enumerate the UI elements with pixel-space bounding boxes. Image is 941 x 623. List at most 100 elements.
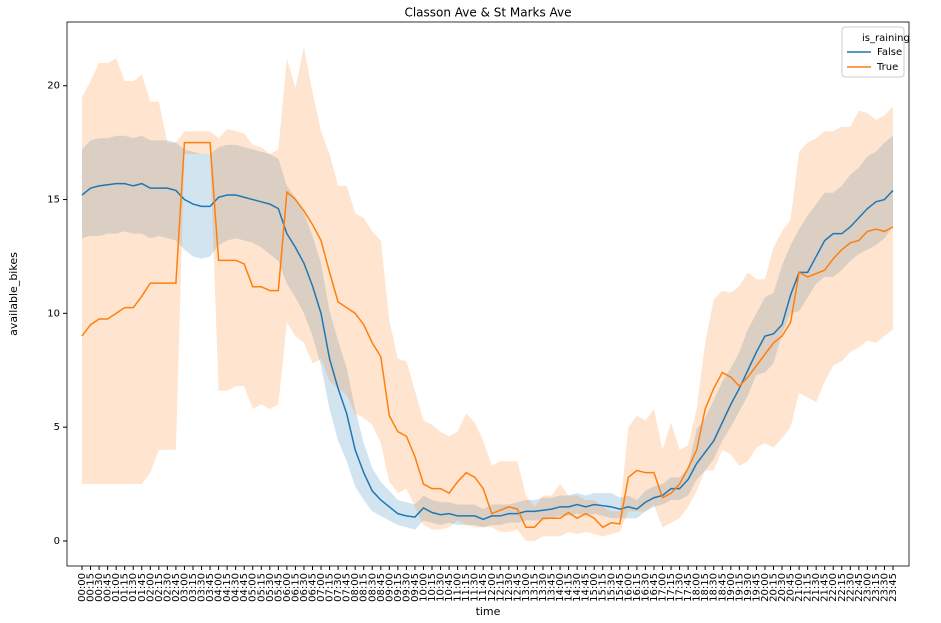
confidence-band [82,135,893,530]
x-tick-label: 08:30 [367,573,378,602]
x-tick-label: 07:00 [316,573,327,602]
x-tick-label: 21:30 [811,573,822,602]
x-tick-label: 03:45 [205,573,216,602]
x-tick-label: 12:45 [512,573,523,602]
x-tick-label: 06:15 [290,573,301,602]
x-tick-label: 09:15 [393,573,404,602]
x-tick-label: 02:45 [171,573,182,602]
x-tick-label: 03:00 [179,573,190,602]
x-tick-label: 17:30 [675,573,686,602]
x-tick-label: 16:15 [632,573,643,602]
x-tick-label: 14:15 [564,573,575,602]
x-tick-label: 18:45 [717,573,728,602]
x-tick-label: 04:45 [239,573,250,602]
x-tick-label: 09:30 [401,573,412,602]
x-tick-label: 08:15 [359,573,370,602]
y-tick-label: 0 [54,536,60,547]
x-tick-label: 23:00 [862,573,873,602]
x-tick-label: 17:45 [683,573,694,602]
x-tick-label: 07:30 [333,573,344,602]
x-tick-label: 19:15 [734,573,745,602]
x-tick-label: 19:30 [743,573,754,602]
x-tick-label: 15:15 [598,573,609,602]
x-tick-label: 10:45 [444,573,455,602]
x-tick-label: 13:45 [547,573,558,602]
x-tick-label: 00:45 [103,573,114,602]
x-tick-label: 07:45 [342,573,353,602]
x-tick-label: 03:30 [197,573,208,602]
x-tick-label: 18:15 [700,573,711,602]
x-tick-label: 09:00 [384,573,395,602]
x-tick-label: 05:45 [273,573,284,602]
x-tick-label: 02:15 [154,573,165,602]
y-tick-label: 5 [54,422,60,433]
x-tick-label: 20:15 [768,573,779,602]
x-tick-label: 23:30 [879,573,890,602]
x-tick-label: 20:45 [786,573,797,602]
x-tick-label: 17:15 [666,573,677,602]
x-tick-label: 12:00 [487,573,498,602]
x-tick-label: 11:30 [470,573,481,602]
x-tick-label: 12:15 [495,573,506,602]
x-tick-label: 01:00 [111,573,122,602]
x-tick-label: 04:15 [222,573,233,602]
x-tick-label: 00:30 [94,573,105,602]
x-tick-label: 20:00 [760,573,771,602]
x-tick-label: 23:15 [871,573,882,602]
x-tick-label: 14:30 [572,573,583,602]
x-tick-label: 03:15 [188,573,199,602]
x-tick-label: 14:45 [581,573,592,602]
confidence-band [82,47,893,541]
x-tick-label: 13:15 [529,573,540,602]
x-tick-label: 23:45 [888,573,899,602]
x-tick-label: 15:45 [615,573,626,602]
series-line [81,182,894,521]
x-tick-label: 14:00 [555,573,566,602]
x-tick-label: 10:00 [418,573,429,602]
x-axis-label: time [476,605,501,618]
x-tick-label: 11:00 [453,573,464,602]
x-tick-label: 16:00 [623,573,634,602]
x-tick-label: 13:30 [538,573,549,602]
x-tick-label: 02:30 [162,573,173,602]
x-tick-label: 05:15 [256,573,267,602]
legend-label: True [876,62,898,73]
x-tick-label: 22:15 [837,573,848,602]
y-tick-label: 10 [47,308,60,319]
x-tick-label: 16:45 [649,573,660,602]
y-axis-label: available_bikes [7,252,20,336]
x-tick-label: 19:00 [726,573,737,602]
x-tick-label: 01:15 [120,573,131,602]
x-tick-label: 12:30 [504,573,515,602]
x-tick-label: 06:45 [307,573,318,602]
x-tick-label: 19:45 [751,573,762,602]
x-tick-label: 09:45 [410,573,421,602]
x-tick-label: 20:30 [777,573,788,602]
x-tick-label: 01:30 [128,573,139,602]
legend-label: False [877,47,902,58]
x-tick-label: 11:45 [478,573,489,602]
plot-frame [66,21,910,567]
x-tick-label: 15:00 [589,573,600,602]
legend: is_raining False True [841,26,910,78]
x-tick-label: 02:00 [145,573,156,602]
x-tick-label: 18:00 [692,573,703,602]
x-tick-label: 08:45 [376,573,387,602]
x-tick-label: 10:15 [427,573,438,602]
x-tick-label: 04:00 [214,573,225,602]
x-tick-label: 00:15 [86,573,97,602]
x-tick-label: 07:15 [325,573,336,602]
x-tick-label: 21:15 [803,573,814,602]
x-tick-label: 06:00 [282,573,293,602]
series-line [81,141,894,529]
x-tick-label: 21:45 [820,573,831,602]
x-tick-label: 00:00 [77,573,88,602]
x-tick-label: 15:30 [606,573,617,602]
y-tick-label: 20 [47,81,60,92]
x-tick-label: 01:45 [137,573,148,602]
x-tick-label: 22:00 [828,573,839,602]
y-tick-label: 15 [47,195,60,206]
x-tick-label: 22:45 [854,573,865,602]
x-tick-label: 05:00 [248,573,259,602]
